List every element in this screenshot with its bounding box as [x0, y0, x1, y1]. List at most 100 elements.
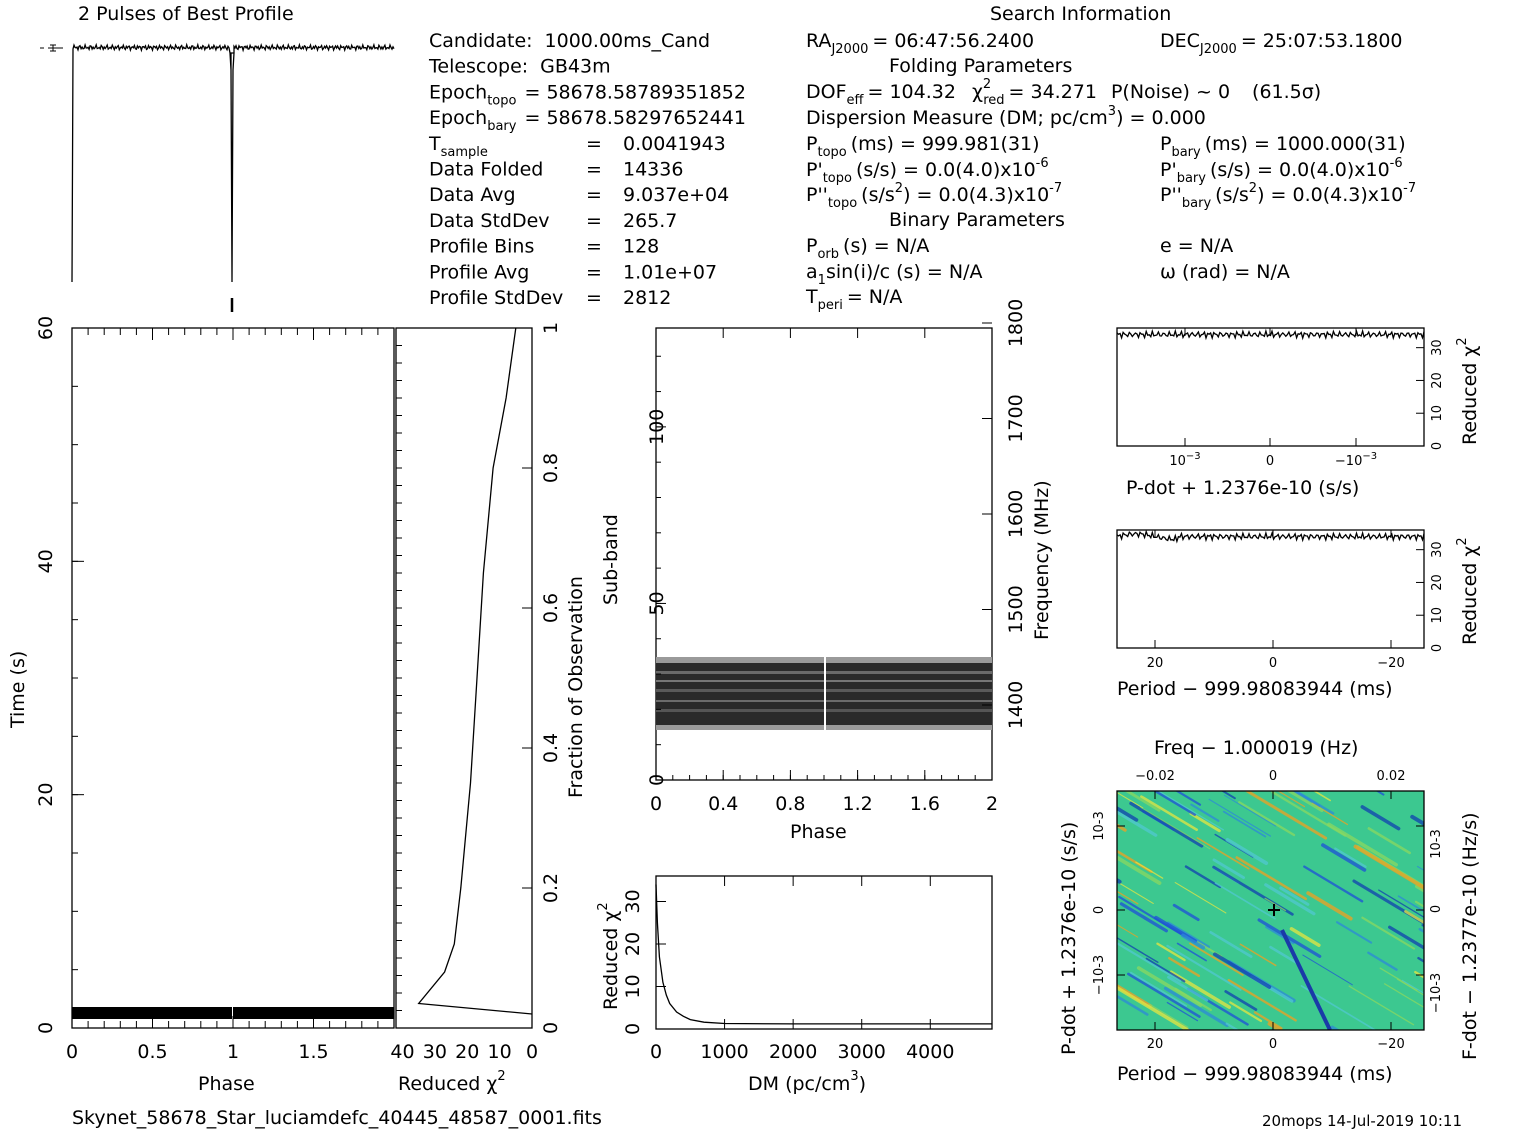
heatmap-streak [1360, 805, 1401, 831]
info-left-eq: = [586, 287, 602, 309]
tick-label: 30 [1430, 541, 1445, 558]
heatmap-streak [1280, 929, 1332, 1030]
binary-title: Binary Parameters [889, 209, 1065, 231]
tick-label: 20 [622, 932, 644, 956]
tick-label: 30 [622, 889, 644, 913]
ppdot-tick-labels: 20 0 −20 −0.02 0 0.02 10-3 −10-3 0 0 −10-3 10-3 [1092, 769, 1444, 1052]
heatmap-streak [1190, 803, 1220, 822]
heatmap-streak [1264, 897, 1286, 912]
heatmap-streak [1174, 882, 1227, 914]
time-phase-band-right [233, 1007, 394, 1019]
heatmap-streak [1135, 861, 1164, 879]
heatmap-streak [1172, 903, 1200, 922]
info-left-row: Epochbary = 58678.58297652441 [429, 107, 746, 134]
info-dof: DOFeff = 104.32 χ2 red = 34.271 P(Noise) ~ 0(… [806, 77, 1321, 108]
info-left: Candidate: 1000.00ms_Cand Telescope: GB43m E… [428, 30, 746, 309]
heatmap-streak [1414, 970, 1424, 979]
heatmap-streak [1414, 900, 1424, 908]
heatmap-streak [1404, 910, 1424, 925]
heatmap-streak [1124, 791, 1161, 812]
ppdot-xlabel: Period − 999.98083944 (ms) [1117, 1063, 1393, 1085]
heatmap-streak [1312, 791, 1331, 802]
profile-line [71, 42, 395, 283]
info-left-value: 0.0041943 [623, 133, 726, 155]
info-left-eq: = [586, 159, 602, 181]
info-e: e = N/A [1160, 235, 1233, 257]
heatmap-streak [1361, 916, 1416, 950]
tick-label: 50 [646, 591, 668, 615]
info-left-value: 2812 [623, 287, 671, 309]
heatmap-streak [1379, 967, 1418, 991]
tick-label: 20 [1430, 574, 1445, 591]
tick-label: 4000 [906, 1041, 954, 1063]
info-a1: a1sin(i)/c (s) = N/A [806, 261, 982, 288]
heatmap-streak [1196, 837, 1250, 870]
svg-text:DECJ2000= 25:07:53.1800: DECJ2000 = 25:07:53.1800 [1160, 30, 1403, 57]
tick-label: 0 [646, 774, 668, 786]
time-chi2-tick-labels: 40 30 20 10 00 0.2 0.4 0.6 0.8 1 [390, 322, 562, 1063]
tick-label: −10−3 [1335, 451, 1377, 469]
heatmap-streak [1245, 791, 1328, 840]
heatmap-streak [1383, 983, 1424, 1009]
dm-tick-labels: 0 1000 2000 3000 4000 0 10 20 30 [622, 889, 954, 1063]
tick-label: 30 [1430, 339, 1445, 356]
heatmap-streak [1127, 972, 1201, 1018]
heatmap-streak [1239, 943, 1277, 967]
info-left-eq: = [586, 210, 602, 232]
tick-label: 1700 [1005, 394, 1027, 442]
svg-text:RAJ2000= 06:47:56.2400: RAJ2000 = 06:47:56.2400 [806, 30, 1034, 57]
tick-label: −0.02 [1135, 769, 1175, 784]
freq-axis-label: Freq − 1.000019 (Hz) [1154, 737, 1358, 759]
heatmap-streak [1253, 1011, 1283, 1030]
heatmap-streak [1119, 882, 1154, 904]
info-left-row: Data Folded [429, 159, 543, 181]
info-left-value: 128 [623, 236, 659, 258]
heatmap-streak [1348, 985, 1415, 1026]
heatmap-streak [1156, 942, 1186, 962]
heatmap-streak [1117, 986, 1191, 1030]
heatmap-streak [1367, 951, 1398, 971]
heatmap-streak [1286, 791, 1324, 813]
tick-label: 20 [35, 783, 57, 807]
tick-label: 0 [1269, 1037, 1277, 1052]
heatmap-streak [1225, 837, 1269, 866]
tick-label: 1600 [1005, 490, 1027, 538]
tick-label: 60 [35, 316, 57, 340]
heatmap-streak [1289, 927, 1321, 947]
heatmap-streak [1224, 990, 1258, 1011]
time-chi2-ylabel: Fraction of Observation [565, 576, 587, 798]
tick-label: 0 [35, 1022, 57, 1034]
info-omega: ω (rad) = N/A [1160, 261, 1290, 283]
tick-label: 10-3 [1092, 811, 1107, 841]
tick-label: 1.5 [298, 1041, 328, 1063]
tick-label: 0 [1430, 442, 1445, 450]
tick-label: 1000 [700, 1041, 748, 1063]
tick-label: −10-3 [1429, 973, 1444, 1013]
heatmap-streak [1329, 772, 1350, 785]
info-left-value: 14336 [623, 159, 683, 181]
heatmap-streak [1220, 791, 1236, 800]
heatmap-streak [1167, 975, 1209, 1002]
info-pd-topo: P'topo (s/s) = 0.0(4.0)x10-6 [806, 156, 1049, 186]
time-phase-ylabel: Time (s) [7, 651, 29, 729]
tick-label: 1400 [1005, 681, 1027, 729]
heatmap-streak [1117, 890, 1139, 905]
heatmap-streak [1452, 771, 1478, 786]
tick-label: 3000 [838, 1041, 886, 1063]
heatmap-streak [1119, 902, 1168, 933]
heatmap-streak [1222, 810, 1267, 838]
tick-label: 0.2 [540, 873, 562, 903]
dm-ylabel: Reducedχ2 [596, 902, 622, 1010]
tick-label: −20 [1377, 656, 1404, 671]
heatmap-streak [1321, 843, 1367, 872]
heatmap-streak [1238, 801, 1296, 837]
heatmap-streak [1306, 891, 1353, 921]
tick-label: 40 [35, 549, 57, 573]
tick-label: 1500 [1005, 585, 1027, 633]
time-chi2-frame [395, 327, 533, 1029]
heatmap-streak [1334, 847, 1367, 868]
heatmap-streak [1229, 1001, 1263, 1023]
heatmap-streak [1189, 812, 1221, 833]
folding-title: Folding Parameters [889, 55, 1072, 77]
subband-xlabel: Phase [790, 821, 847, 843]
